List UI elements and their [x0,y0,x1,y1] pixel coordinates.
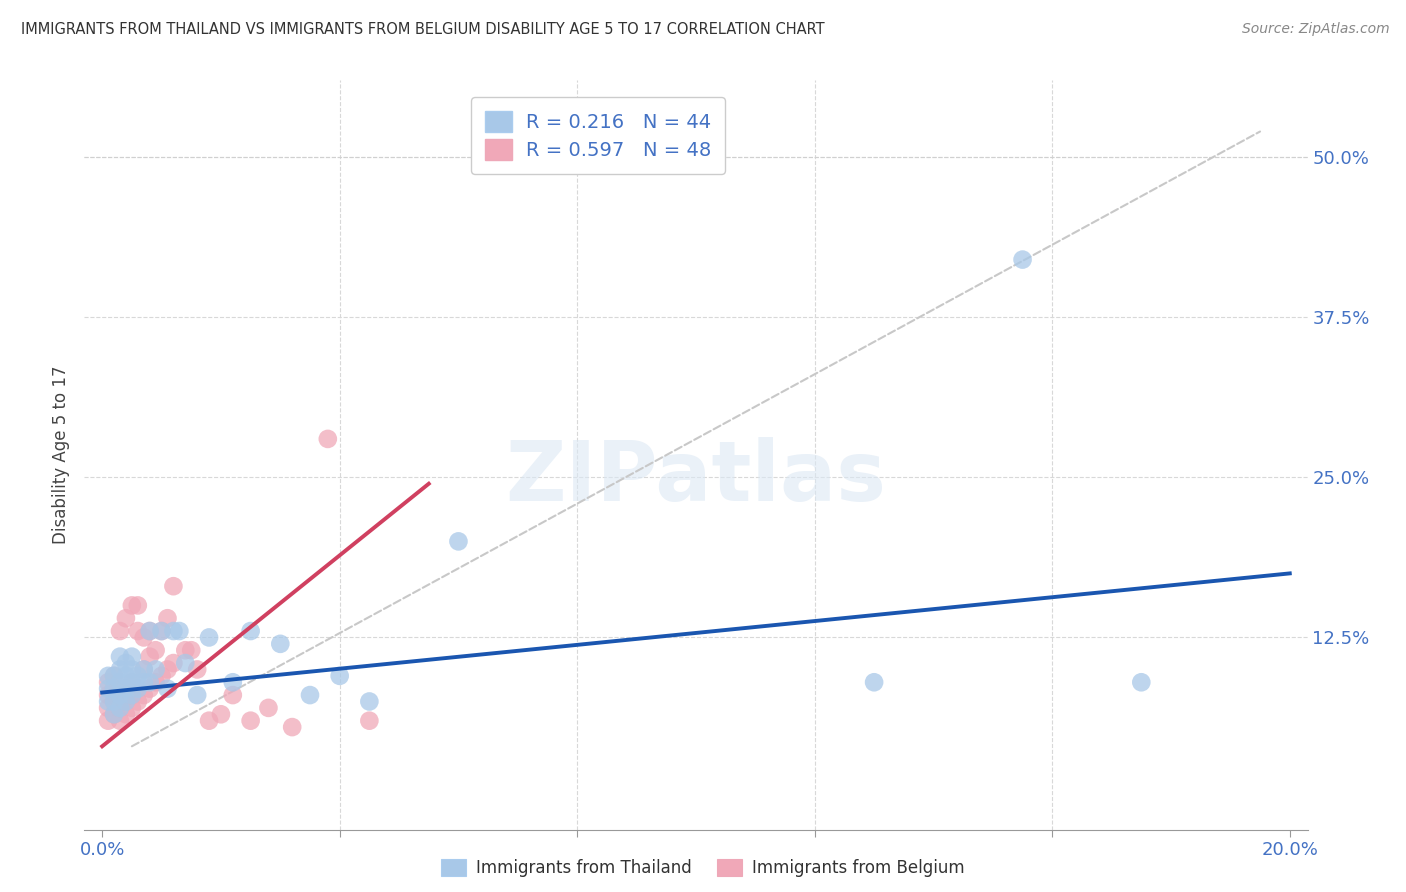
Point [174,656,197,670]
Text: ZIPatlas: ZIPatlas [506,437,886,518]
Point [121,688,143,702]
Point [103,681,125,696]
Point [121,649,143,664]
Point [156,611,179,625]
Point [103,707,125,722]
Point [132,663,155,677]
Point [115,681,138,696]
Point [97,681,120,696]
Point [145,675,167,690]
Point [121,663,143,677]
Point [150,624,173,638]
Point [150,669,173,683]
Point [127,624,149,638]
Point [1011,252,1033,267]
Point [162,624,184,638]
Point [186,688,208,702]
Point [138,675,160,690]
Point [174,643,197,657]
Point [103,707,125,722]
Point [108,688,131,702]
Point [97,669,120,683]
Legend: R = 0.216   N = 44, R = 0.597   N = 48: R = 0.216 N = 44, R = 0.597 N = 48 [471,97,724,174]
Point [281,720,304,734]
Point [198,631,221,645]
Point [97,688,120,702]
Point [115,656,138,670]
Point [269,637,291,651]
Text: Source: ZipAtlas.com: Source: ZipAtlas.com [1241,22,1389,37]
Point [198,714,221,728]
Point [156,681,179,696]
Point [108,624,131,638]
Point [121,675,143,690]
Point [127,599,149,613]
Point [150,624,173,638]
Point [108,714,131,728]
Point [257,701,280,715]
Point [103,669,125,683]
Point [138,624,160,638]
Point [121,688,143,702]
Point [145,643,167,657]
Point [115,611,138,625]
Point [115,694,138,708]
Point [121,701,143,715]
Point [132,688,155,702]
Point [1130,675,1153,690]
Point [359,714,381,728]
Point [103,694,125,708]
Point [132,663,155,677]
Point [108,701,131,715]
Point [127,694,149,708]
Y-axis label: Disability Age 5 to 17: Disability Age 5 to 17 [52,366,70,544]
Point [97,675,120,690]
Point [156,663,179,677]
Point [115,681,138,696]
Point [115,669,138,683]
Point [115,707,138,722]
Point [127,669,149,683]
Point [115,694,138,708]
Point [239,624,262,638]
Point [132,631,155,645]
Text: IMMIGRANTS FROM THAILAND VS IMMIGRANTS FROM BELGIUM DISABILITY AGE 5 TO 17 CORRE: IMMIGRANTS FROM THAILAND VS IMMIGRANTS F… [21,22,825,37]
Point [863,675,886,690]
Point [145,663,167,677]
Point [97,701,120,715]
Point [180,643,202,657]
Point [186,663,208,677]
Point [127,681,149,696]
Point [108,701,131,715]
Point [138,624,160,638]
Point [222,688,245,702]
Point [222,675,245,690]
Point [108,688,131,702]
Point [97,714,120,728]
Point [103,681,125,696]
Point [103,694,125,708]
Point [121,675,143,690]
Legend: Immigrants from Thailand, Immigrants from Belgium: Immigrants from Thailand, Immigrants fro… [434,852,972,884]
Point [162,579,184,593]
Point [316,432,339,446]
Point [132,675,155,690]
Point [108,649,131,664]
Point [169,624,191,638]
Point [138,649,160,664]
Point [138,681,160,696]
Point [209,707,232,722]
Point [103,669,125,683]
Point [239,714,262,728]
Point [108,663,131,677]
Point [329,669,352,683]
Point [359,694,381,708]
Point [447,534,470,549]
Point [162,656,184,670]
Point [97,694,120,708]
Point [298,688,321,702]
Point [108,675,131,690]
Point [121,599,143,613]
